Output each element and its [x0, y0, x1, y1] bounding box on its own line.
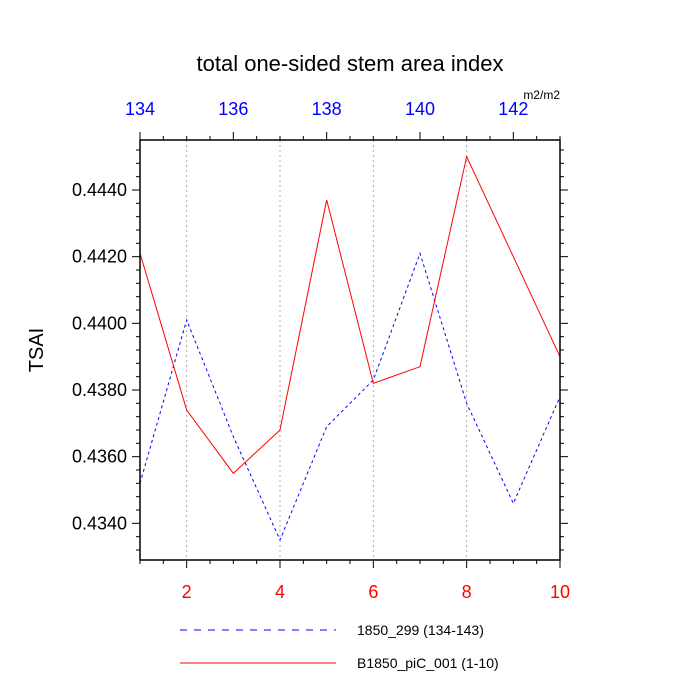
x-top-tick-label: 140	[405, 99, 435, 119]
units-label: m2/m2	[523, 88, 560, 102]
y-tick-label: 0.4420	[72, 247, 127, 267]
x-bottom-tick-label: 6	[368, 582, 378, 602]
x-top-tick-label: 142	[498, 99, 528, 119]
y-tick-label: 0.4360	[72, 447, 127, 467]
y-tick-label: 0.4380	[72, 380, 127, 400]
x-top-tick-label: 138	[312, 99, 342, 119]
legend-label-series-2: B1850_piC_001 (1-10)	[357, 655, 499, 671]
series-line-1	[139, 251, 561, 542]
x-bottom-tick-label: 2	[182, 582, 192, 602]
chart-title: total one-sided stem area index	[197, 51, 504, 76]
y-axis-label: TSAI	[26, 328, 48, 372]
gridlines	[186, 140, 468, 560]
axis-ticks: 2 4 6 8 10 134 136 138 140 142 0.4340 0.4360 0.4380 0…	[72, 99, 570, 602]
y-tick-label: 0.4440	[72, 180, 127, 200]
x-bottom-tick-label: 10	[550, 582, 570, 602]
x-bottom-tick-label: 8	[462, 582, 472, 602]
series-line-2	[139, 155, 561, 475]
plot-frame	[139, 139, 561, 561]
y-tick-label: 0.4400	[72, 313, 127, 333]
x-bottom-tick-label: 4	[275, 582, 285, 602]
series-lines	[139, 155, 561, 542]
x-top-tick-label: 136	[218, 99, 248, 119]
x-top-tick-label: 134	[125, 99, 155, 119]
legend: 1850_299 (134-143) B1850_piC_001 (1-10)	[180, 622, 499, 671]
legend-label-series-1: 1850_299 (134-143)	[357, 622, 484, 638]
y-tick-label: 0.4340	[72, 513, 127, 533]
